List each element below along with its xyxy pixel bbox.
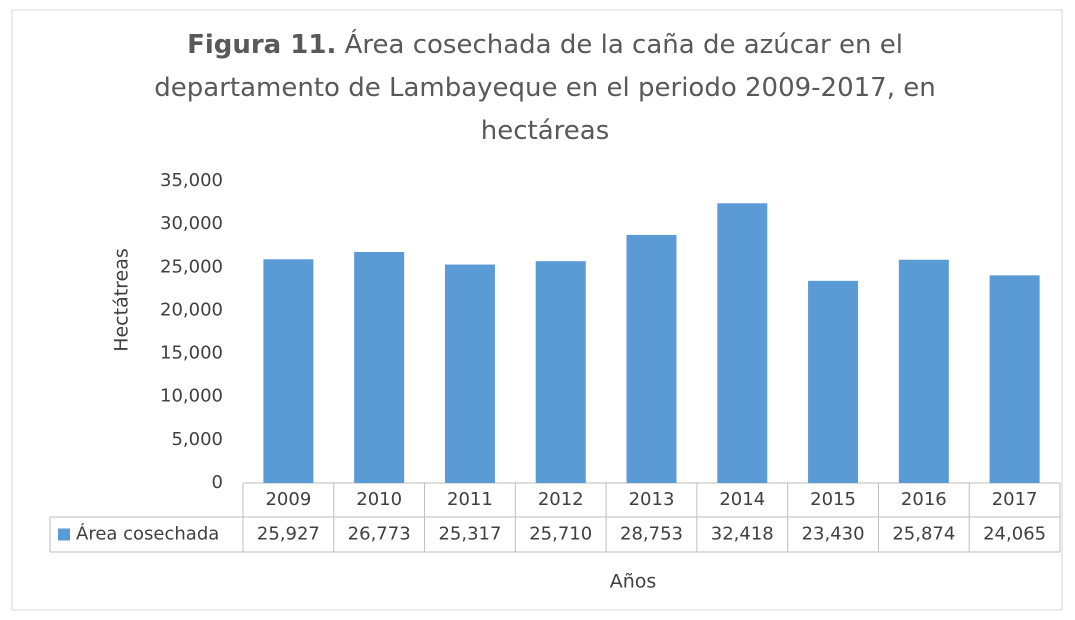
bar	[354, 251, 405, 483]
x-tick-label: 2017	[992, 489, 1038, 510]
x-tick-label: 2009	[265, 489, 311, 510]
y-tick-label: 0	[212, 472, 223, 493]
data-table-value: 25,927	[257, 524, 320, 545]
data-table-value: 24,065	[983, 524, 1046, 545]
x-tick-label: 2012	[538, 489, 584, 510]
title-label: Figura 11.	[187, 30, 337, 60]
x-tick-label: 2013	[629, 489, 675, 510]
bar	[263, 259, 314, 483]
x-tick-label: 2014	[719, 489, 765, 510]
y-tick-label: 5,000	[171, 429, 223, 450]
bar	[898, 259, 949, 483]
data-table-value: 23,430	[802, 524, 865, 545]
data-table-value: 32,418	[711, 524, 774, 545]
data-table-value: 25,317	[438, 524, 501, 545]
bar	[717, 203, 768, 483]
bar	[444, 264, 495, 483]
bar	[989, 275, 1040, 483]
data-table-value: 25,710	[529, 524, 592, 545]
data-table-value: 26,773	[348, 524, 411, 545]
bar	[626, 234, 677, 483]
y-tick-label: 20,000	[160, 299, 223, 320]
bar	[535, 261, 586, 483]
y-tick-label: 15,000	[160, 343, 223, 364]
y-tick-label: 35,000	[160, 170, 223, 191]
x-tick-label: 2011	[447, 489, 493, 510]
y-tick-label: 30,000	[160, 213, 223, 234]
legend-swatch	[58, 528, 70, 541]
bar	[808, 280, 859, 483]
y-tick-label: 10,000	[160, 386, 223, 407]
legend-label: Área cosechada	[76, 523, 219, 545]
y-axis-label: Hectátreas	[111, 248, 133, 352]
chart-title: Figura 11. Área cosechada de la caña de …	[120, 24, 970, 153]
data-table-value: 25,874	[892, 524, 955, 545]
y-tick-label: 25,000	[160, 256, 223, 277]
data-table-value: 28,753	[620, 524, 683, 545]
x-tick-label: 2015	[810, 489, 856, 510]
title-text: Área cosechada de la caña de azúcar en e…	[154, 30, 936, 146]
x-tick-label: 2010	[356, 489, 402, 510]
x-tick-label: 2016	[901, 489, 947, 510]
x-axis-label: Años	[610, 571, 657, 593]
